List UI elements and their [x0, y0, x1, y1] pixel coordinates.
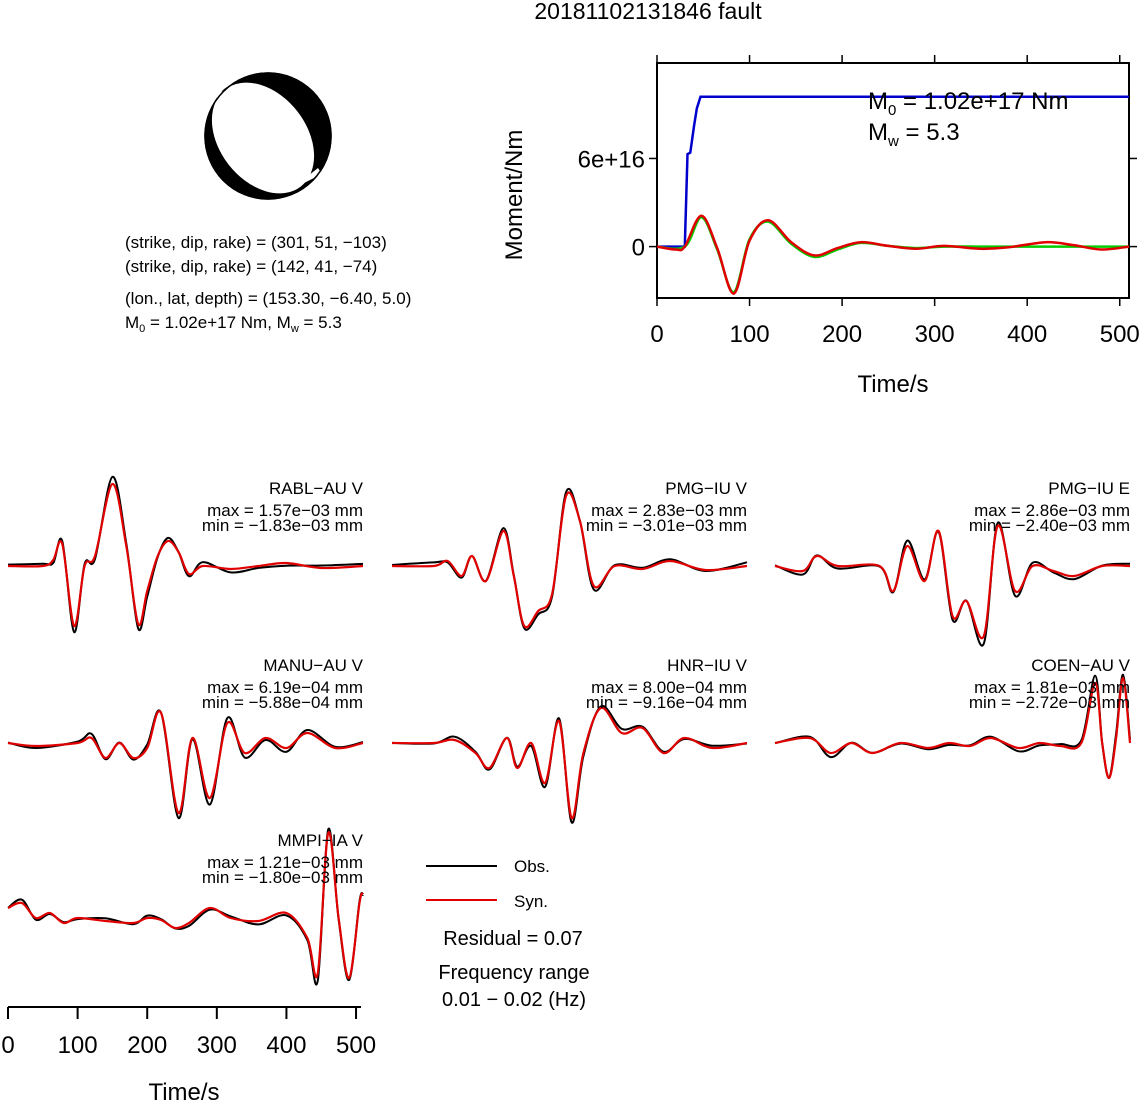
waveform-xtick-label: 100 [58, 1032, 98, 1059]
station-name: PMG−IU E [1048, 479, 1130, 498]
synthetic-waveform [7, 482, 364, 628]
source-location: (lon., lat, depth) = (153.30, −6.40, 5.0… [125, 289, 411, 308]
synthetic-waveform [7, 709, 364, 815]
waveform-xtick-label: 300 [197, 1032, 237, 1059]
waveform-time-axis: Time/s 0 100 200 300 400 500 [1, 1006, 376, 1104]
waveform-xtick-label: 200 [127, 1032, 167, 1059]
moment-series-line [657, 95, 1129, 248]
station-name: MANU−AU V [263, 656, 363, 675]
moment-annotation-m0-symbol: M [868, 88, 888, 115]
legend-syn-label: Syn. [514, 892, 548, 911]
synthetic-waveform [391, 706, 748, 820]
waveform-xtick-label: 0 [1, 1032, 14, 1059]
moment-annotation-m0-subscript: 0 [888, 102, 896, 119]
nodal-plane-1: (strike, dip, rake) = (301, 51, −103) [125, 233, 387, 252]
frequency-range-title: Frequency range [438, 962, 589, 984]
station-name: COEN−AU V [1031, 656, 1130, 675]
mw-value: = 5.3 [299, 313, 342, 332]
nodal-plane-2: (strike, dip, rake) = (142, 41, −74) [125, 257, 377, 276]
moment-axes: 0 100 200 300 400 500 0 6e+16 [578, 55, 1140, 348]
observed-waveform [391, 488, 748, 631]
synthetic-waveform [774, 524, 1131, 640]
moment-xtick-label: 200 [822, 321, 862, 348]
station-name: HNR−IU V [667, 656, 747, 675]
legend-obs-label: Obs. [514, 857, 550, 876]
moment-xlabel: Time/s [857, 371, 928, 398]
observed-waveform [7, 709, 364, 820]
station-name: PMG−IU V [665, 479, 747, 498]
legend: Obs. Syn. Residual = 0.07 Frequency rang… [426, 857, 590, 1011]
moment-annotation-mw-symbol: M [868, 119, 888, 146]
station-max: max = 2.83e−03 mm [591, 501, 747, 520]
waveform-xlabel: Time/s [148, 1079, 219, 1104]
station-max: max = 6.19e−04 mm [207, 678, 363, 697]
station-min: min = −3.01e−03 mm [586, 516, 747, 535]
moment-annotation-m0: M0 = 1.02e+17 Nm [868, 88, 1068, 119]
source-info: (strike, dip, rake) = (301, 51, −103) (s… [125, 233, 411, 335]
observed-waveform [774, 521, 1131, 647]
station-max: max = 1.81e−03 mm [974, 678, 1130, 697]
station-min: min = −2.72e−03 mm [969, 693, 1130, 712]
station-max: max = 8.00e−04 mm [591, 678, 747, 697]
station-min: min = −1.83e−03 mm [202, 516, 363, 535]
beachball-wedge-lower [290, 168, 322, 190]
frequency-range-value: 0.01 − 0.02 (Hz) [442, 989, 586, 1011]
station-min: min = −5.88e−04 mm [202, 693, 363, 712]
beachball-border [204, 72, 332, 200]
m0-subscript: 0 [139, 323, 145, 335]
moment-annotation-mw-value: = 5.3 [899, 119, 960, 146]
synthetic-waveform [774, 676, 1132, 780]
m0-symbol: M [125, 313, 139, 332]
moment-magnitude-line: M0 = 1.02e+17 Nm, Mw = 5.3 [125, 313, 342, 335]
moment-ytick-label: 6e+16 [578, 146, 645, 173]
moment-chart-frame [656, 62, 1130, 299]
observed-waveform [7, 827, 364, 986]
residual-text: Residual = 0.07 [443, 928, 583, 950]
station-min: min = −1.80e−03 mm [202, 868, 363, 887]
moment-xtick-label: 400 [1007, 321, 1047, 348]
moment-annotation-m0-value: = 1.02e+17 Nm [896, 88, 1068, 115]
beachball-wedge [212, 91, 228, 122]
station-max: max = 1.57e−03 mm [207, 501, 363, 520]
moment-xtick-label: 0 [650, 321, 663, 348]
station-max: max = 2.86e−03 mm [974, 501, 1130, 520]
synthetic-waveform [7, 831, 365, 980]
moment-xtick-label: 300 [915, 321, 955, 348]
beachball [204, 72, 332, 200]
figure-title: 20181102131846 fault [534, 0, 762, 24]
station-min: min = −9.16e−04 mm [586, 693, 747, 712]
station-name: MMPI−IA V [278, 831, 364, 850]
waveform-xtick-label: 400 [266, 1032, 306, 1059]
synthetic-waveform [391, 491, 748, 629]
moment-ylabel: Moment/Nm [501, 130, 528, 261]
moment-series-group [656, 95, 1130, 295]
station-max: max = 1.21e−03 mm [207, 853, 363, 872]
waveform-xtick-label: 500 [336, 1032, 376, 1059]
moment-annotation-mw-subscript: w [887, 133, 899, 150]
moment-xtick-label: 500 [1100, 321, 1140, 348]
station-name: RABL−AU V [269, 479, 364, 498]
mw-subscript: w [290, 323, 299, 335]
moment-xtick-label: 100 [730, 321, 770, 348]
moment-annotation-mw: Mw = 5.3 [868, 119, 960, 150]
moment-series-line [656, 214, 1130, 295]
moment-ytick-label: 0 [632, 235, 645, 262]
station-min: min = −2.40e−03 mm [969, 516, 1130, 535]
m0-value: = 1.02e+17 Nm, M [145, 313, 291, 332]
